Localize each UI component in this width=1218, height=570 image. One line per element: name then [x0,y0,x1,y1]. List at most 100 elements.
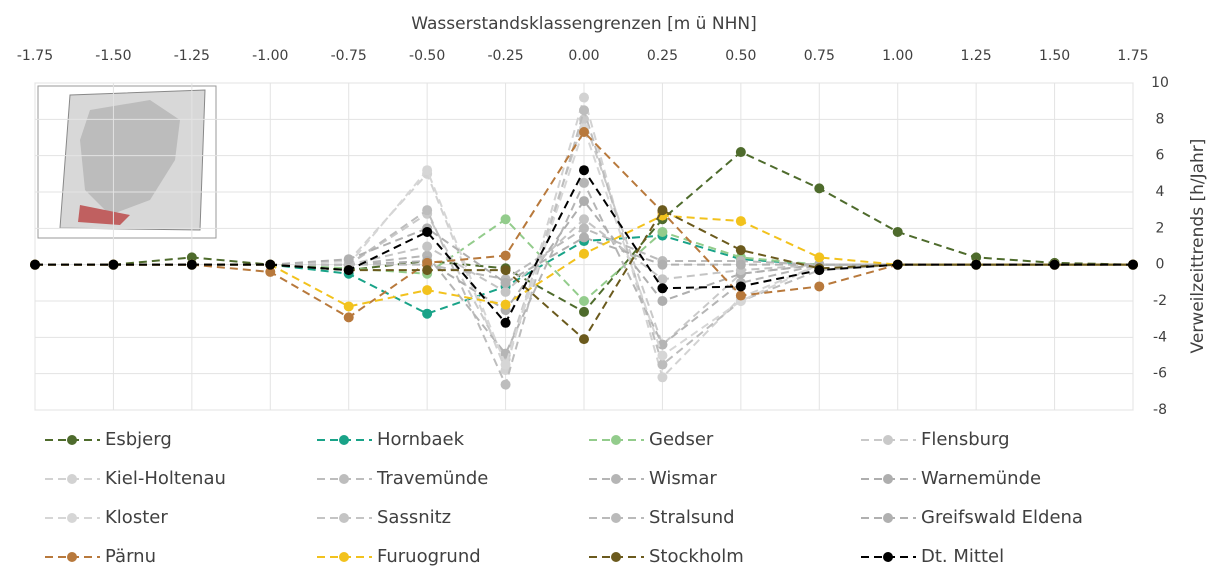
legend-marker [67,435,77,445]
data-point [814,281,825,292]
data-point [186,252,197,263]
x-tick-label: -0.75 [331,48,367,64]
legend-label: Stockholm [649,546,744,567]
legend-label: Esbjerg [105,429,172,450]
legend-label: Wismar [649,468,717,489]
data-point [735,259,746,270]
x-tick-label: 0.00 [568,48,599,64]
data-point [500,265,511,276]
data-point [814,265,825,276]
legend-label: Furuogrund [377,546,481,567]
legend-marker [883,552,893,562]
data-point [579,306,589,317]
legend-marker [611,513,621,523]
x-tick-label: -1.25 [174,48,210,64]
data-point [265,259,276,270]
data-point [892,259,903,270]
legend-marker [883,435,893,445]
x-tick-label: 0.75 [804,48,835,64]
data-point [657,350,668,361]
y-tick-label: 6 [1156,148,1165,164]
x-tick-label: -1.00 [252,48,288,64]
data-point [186,259,197,270]
data-point [657,274,668,285]
data-point [422,308,433,319]
legend-marker [611,552,621,562]
legend-label: Stralsund [649,507,735,528]
data-point [422,265,433,276]
legend-label: Gedser [649,429,714,450]
x-tick-label: 1.50 [1039,48,1070,64]
data-point [579,334,589,345]
legend-marker [67,552,77,562]
legend-marker [339,513,349,523]
data-point [108,259,119,270]
x-tick-label: 0.50 [725,48,756,64]
data-point [735,290,746,301]
data-point [500,214,511,225]
data-point [657,339,668,350]
y-tick-label: -2 [1153,293,1167,309]
y-tick-label: 8 [1156,111,1165,127]
data-point [579,92,589,103]
data-point [735,281,746,292]
data-point [30,259,40,270]
data-point [579,177,589,188]
data-point [422,165,433,176]
y-tick-label: 2 [1156,220,1165,236]
data-point [422,285,433,296]
data-point [579,232,589,243]
legend-label: Sassnitz [377,507,451,528]
data-point [343,312,354,323]
legend-marker [339,435,349,445]
data-point [500,379,511,390]
data-point [579,223,589,234]
data-point [735,147,746,158]
legend-marker [339,474,349,484]
data-point [657,205,668,216]
x-tick-label: 1.25 [961,48,992,64]
data-point [579,196,589,207]
data-point [814,252,825,263]
data-point [971,252,982,263]
data-point [971,259,982,270]
data-point [657,259,668,270]
legend-marker [67,474,77,484]
data-point [422,226,433,237]
y-tick-label: -6 [1153,366,1167,382]
data-point [422,257,433,268]
legend-marker [883,513,893,523]
data-point [579,165,589,176]
data-point [1049,259,1060,270]
data-point [657,296,668,306]
data-point [579,105,589,116]
data-point [657,359,668,370]
legend-label: Greifswald Eldena [921,507,1083,528]
x-tick-label: -0.50 [409,48,445,64]
x-tick-label: 1.00 [882,48,913,64]
y-tick-label: -8 [1153,402,1167,418]
data-point [579,214,589,225]
data-point [735,216,746,227]
data-point [814,183,825,194]
legend-marker [611,474,621,484]
data-point [1128,259,1138,270]
legend-marker [67,513,77,523]
data-point [735,245,746,256]
map-inset [37,85,217,239]
data-point [579,248,589,259]
data-point [657,283,668,294]
x-tick-label: 0.25 [647,48,678,64]
data-point [343,254,354,265]
data-point [422,241,433,252]
data-point [500,277,511,288]
y-tick-label: -4 [1153,329,1167,345]
legend-label: Kloster [105,507,168,528]
data-point [892,226,903,237]
x-tick-label: -1.75 [17,48,53,64]
data-point [579,127,589,138]
legend-label: Flensburg [921,429,1010,450]
legend-label: Pärnu [105,546,156,567]
data-point [343,301,354,312]
